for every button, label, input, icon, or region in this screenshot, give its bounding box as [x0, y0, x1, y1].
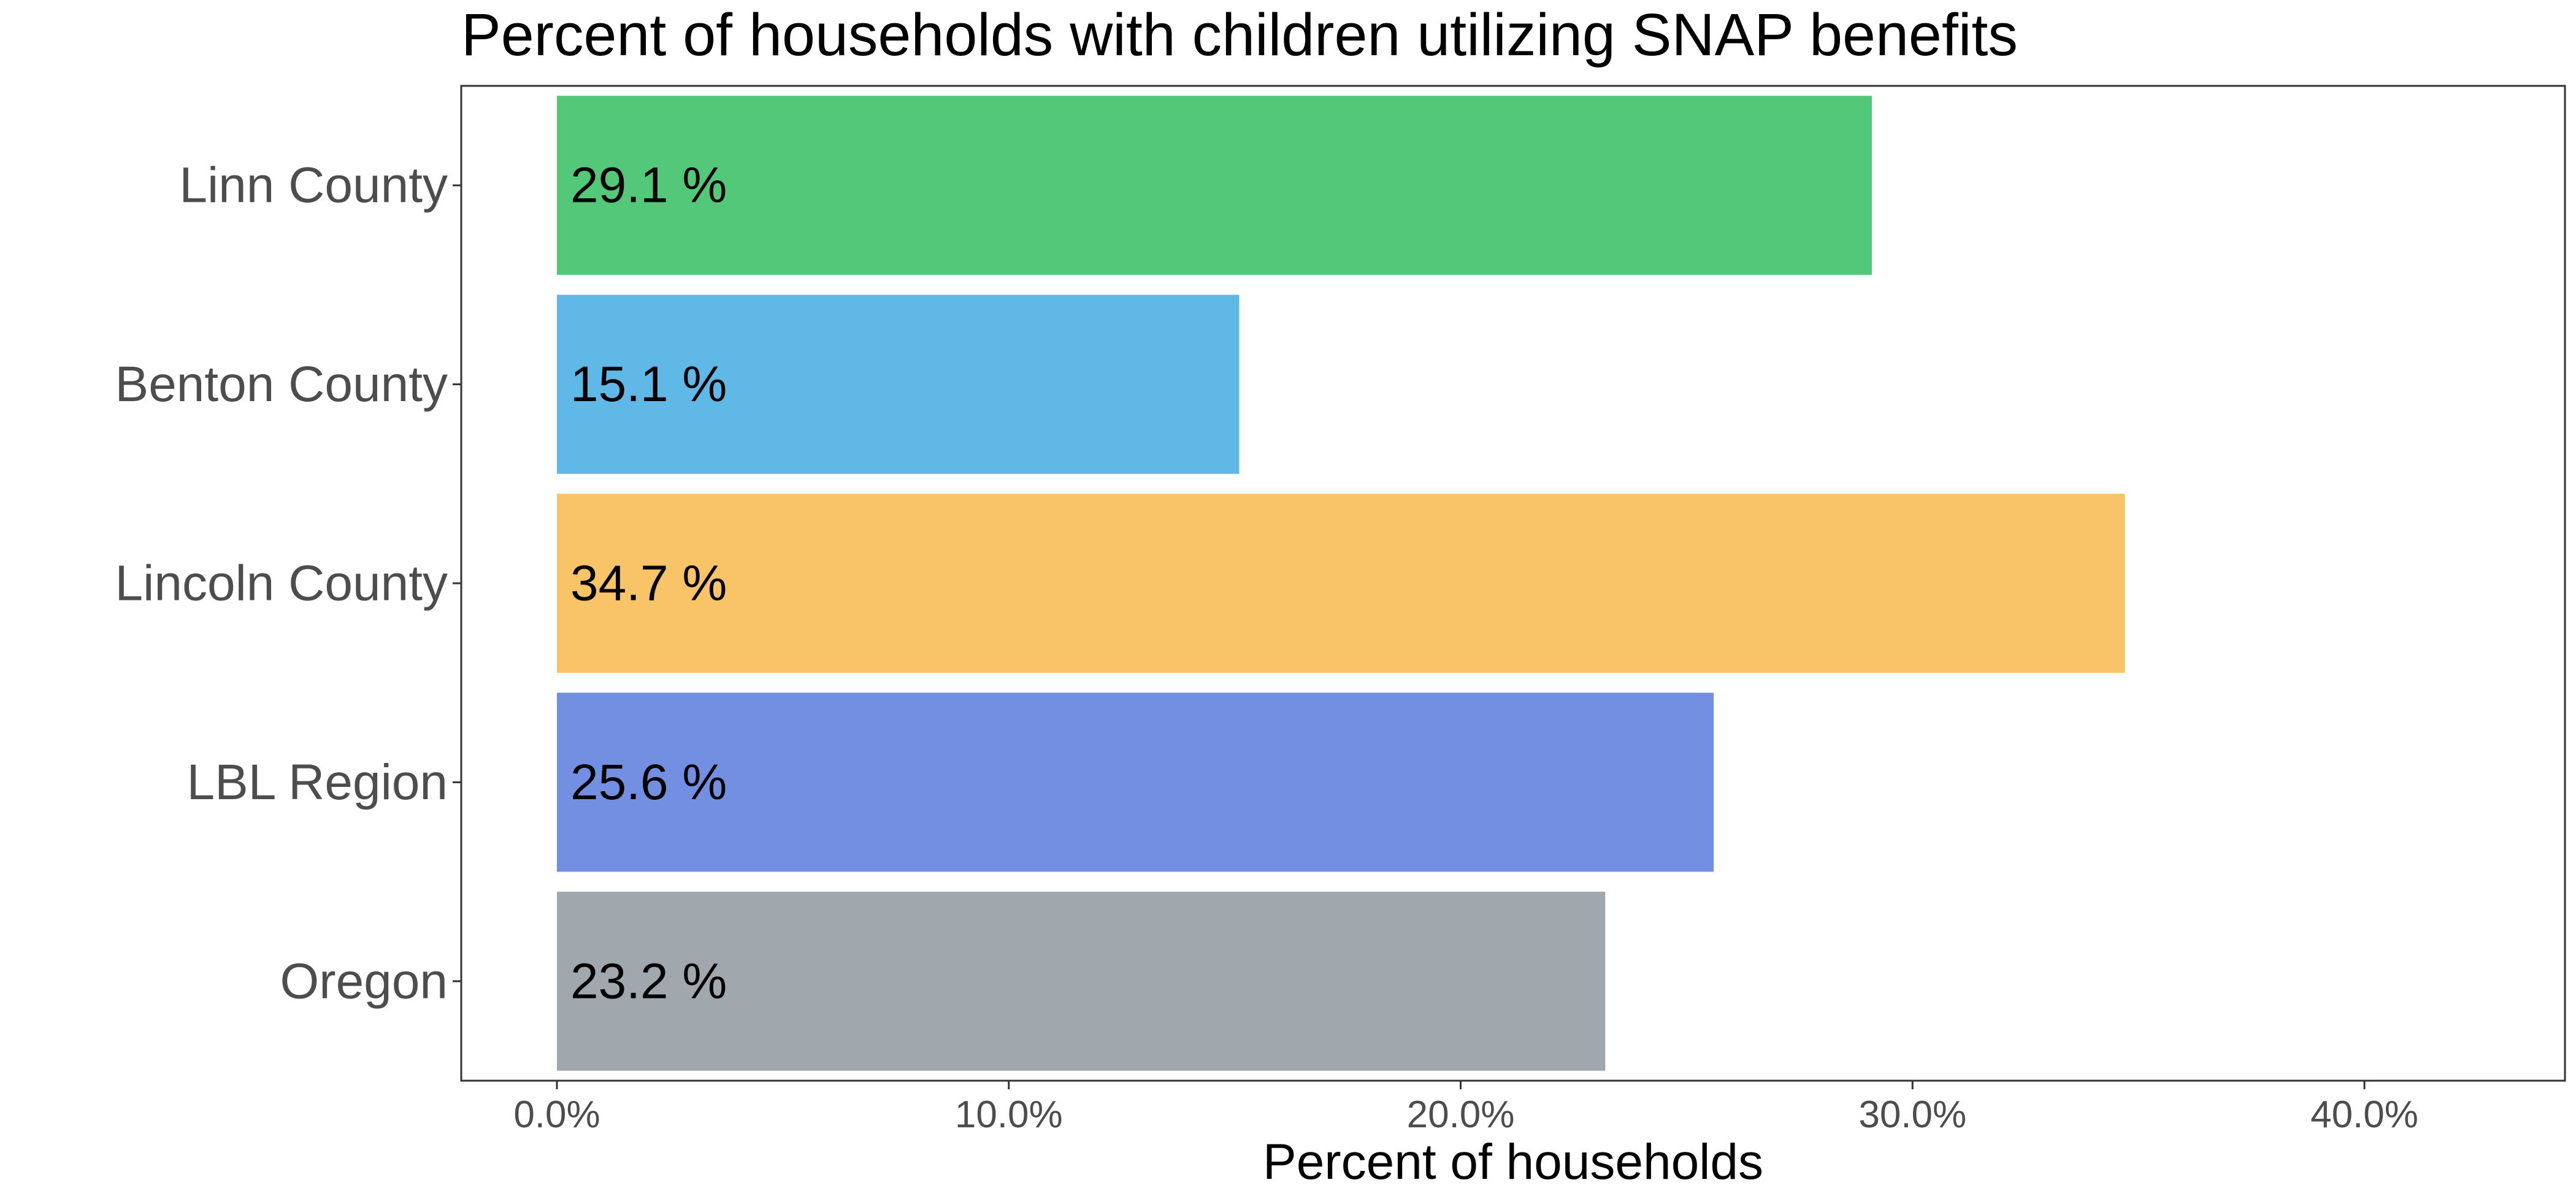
bar-lbl-region — [557, 692, 1714, 872]
bar-value-label-lbl-region: 25.6 % — [570, 754, 727, 810]
x-tick-label-0: 0.0% — [513, 1094, 600, 1136]
bar-benton-county — [557, 294, 1240, 474]
bar-oregon — [557, 891, 1606, 1071]
x-tick-label-40: 40.0% — [2310, 1094, 2418, 1136]
category-label-linn-county: Linn County — [179, 158, 448, 213]
category-label-lbl-region: LBL Region — [187, 754, 448, 810]
bar-value-label-benton-county: 15.1 % — [570, 356, 727, 412]
category-label-benton-county: Benton County — [115, 356, 448, 412]
category-label-lincoln-county: Lincoln County — [115, 556, 448, 611]
bar-value-label-lincoln-county: 34.7 % — [570, 556, 727, 611]
x-tick-label-30: 30.0% — [1858, 1094, 1966, 1136]
bar-lincoln-county — [557, 494, 2125, 673]
bars-layer — [557, 96, 2125, 1071]
x-tick-label-20: 20.0% — [1407, 1094, 1515, 1136]
bar-labels-layer: 29.1 % 15.1 % 34.7 % 25.6 % 23.2 % — [570, 158, 727, 1010]
y-axis: Linn County Benton County Lincoln County LB… — [115, 158, 461, 1009]
x-axis-title: Percent of households — [1263, 1134, 1763, 1190]
category-label-oregon: Oregon — [280, 953, 448, 1009]
x-tick-label-10: 10.0% — [955, 1094, 1063, 1136]
bar-value-label-linn-county: 29.1 % — [570, 158, 727, 213]
x-axis: 0.0% 10.0% 20.0% 30.0% 40.0% — [513, 1081, 2418, 1136]
bar-linn-county — [557, 96, 1872, 275]
chart-title: Percent of households with children util… — [461, 1, 2018, 68]
bar-value-label-oregon: 23.2 % — [570, 953, 727, 1009]
